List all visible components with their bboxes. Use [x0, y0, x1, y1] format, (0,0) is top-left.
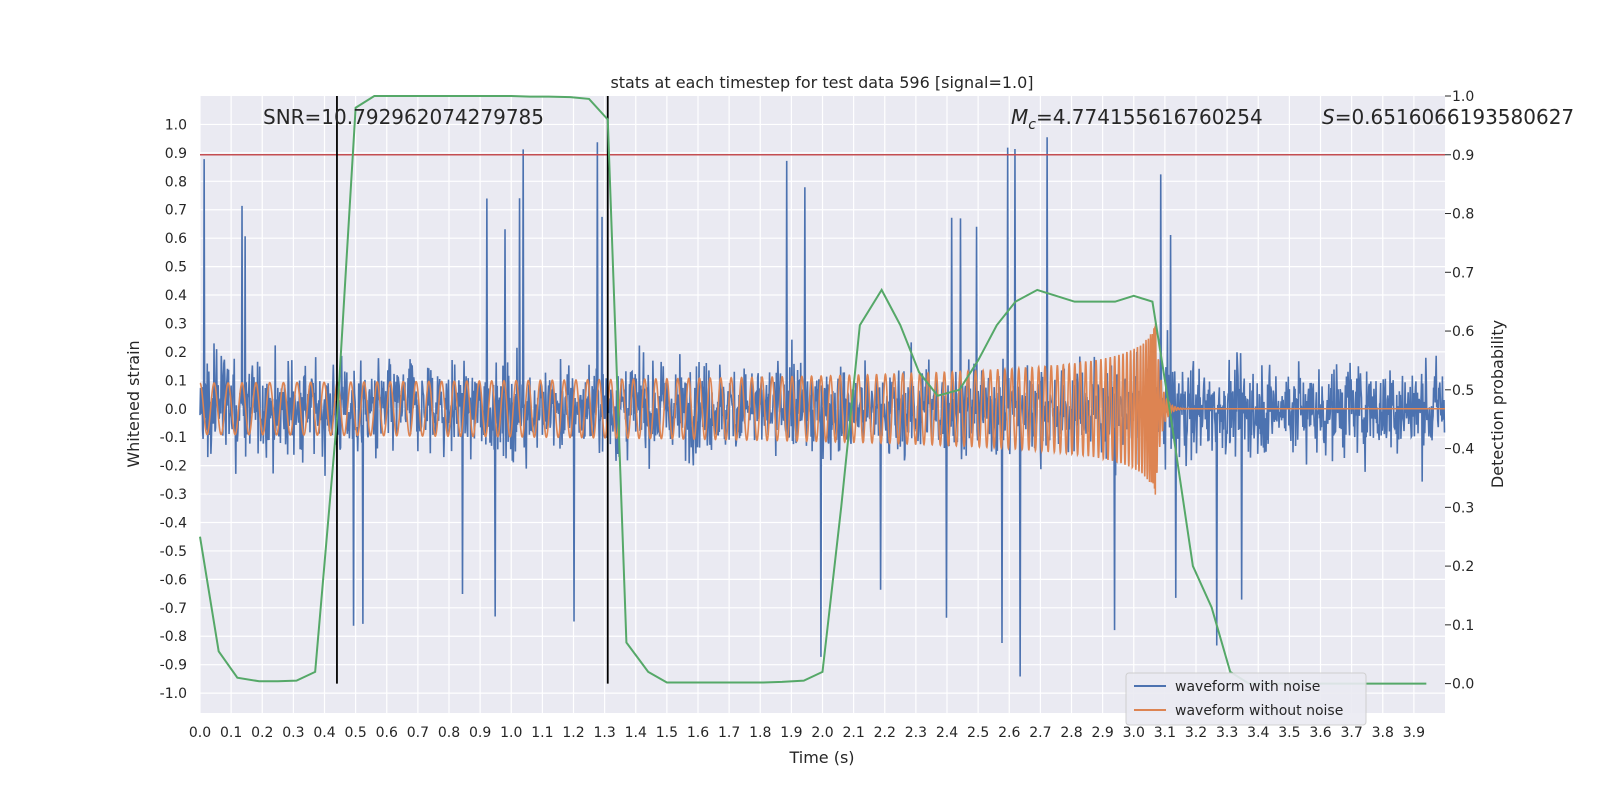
legend-box: [1125, 672, 1367, 726]
x-tick-label: 2.7: [1029, 725, 1051, 741]
y-right-tick-labels: 1.0 0.9 0.8 0.7 0.6 0.5 0.4 0.3 0.2 0.1 0.0: [1445, 89, 1474, 693]
x-tick-label: 1.1: [531, 725, 553, 741]
x-tick-label: 2.0: [811, 725, 833, 741]
y-left-tick-label: 0.4: [165, 288, 187, 304]
noise-waveform-line: [199, 137, 1446, 677]
legend-label-clean: waveform without noise: [1175, 703, 1343, 719]
y-left-tick-label: 0.0: [165, 402, 187, 418]
x-tick-label: 1.7: [718, 725, 740, 741]
y-right-tick-label: 0.0: [1452, 677, 1474, 693]
series-waveform-with-noise: [199, 137, 1446, 677]
y-left-axis-label: Whitened strain: [124, 340, 143, 467]
y-left-tick-label: -0.5: [160, 544, 187, 560]
x-tick-label: 3.6: [1309, 725, 1331, 741]
y-left-tick-label: 0.5: [165, 260, 187, 276]
legend-label-noise: waveform with noise: [1175, 679, 1320, 695]
y-left-tick-label: -0.1: [160, 430, 187, 446]
y-right-axis-label: Detection probability: [1488, 320, 1507, 488]
x-tick-label: 1.9: [780, 725, 802, 741]
x-tick-label: 1.6: [687, 725, 709, 741]
y-left-tick-label: -0.2: [160, 459, 187, 475]
series-waveform-without-noise: [199, 323, 1445, 495]
y-left-tick-label: 0.8: [165, 174, 187, 190]
y-left-tick-label: 0.7: [165, 203, 187, 219]
y-left-tick-label: -1.0: [160, 686, 187, 702]
x-tick-label: 0.4: [313, 725, 335, 741]
x-tick-label: 1.5: [656, 725, 678, 741]
y-left-tick-label: -0.8: [160, 629, 187, 645]
clean-waveform-line: [199, 323, 1445, 495]
series-detection-probability: [199, 95, 1427, 685]
y-right-tick-label: 0.9: [1452, 148, 1474, 164]
y-left-tick-label: 0.2: [165, 345, 187, 361]
y-left-tick-label: 1.0: [165, 117, 187, 133]
x-tick-label: 3.5: [1278, 725, 1300, 741]
x-tick-label: 2.2: [874, 725, 896, 741]
x-tick-labels: 0.0 0.1 0.2 0.3 0.4 0.5 0.6 0.7 0.8 0.9 1.0 1.1 1.2 1…: [189, 725, 1425, 741]
x-tick-label: 2.1: [842, 725, 864, 741]
y-right-tick-label: 0.1: [1452, 618, 1474, 634]
y-left-tick-label: -0.4: [160, 515, 187, 531]
x-tick-label: 3.8: [1372, 725, 1394, 741]
x-tick-label: 2.8: [1060, 725, 1082, 741]
y-left-tick-label: -0.3: [160, 487, 187, 503]
x-tick-label: 2.9: [1091, 725, 1113, 741]
x-tick-label: 0.5: [344, 725, 366, 741]
x-tick-label: 3.3: [1216, 725, 1238, 741]
y-right-tick-label: 0.5: [1452, 383, 1474, 399]
s-symbol: S: [1322, 105, 1335, 129]
chirp-mass-subscript: c: [1028, 117, 1036, 133]
x-tick-label: 0.0: [189, 725, 211, 741]
x-tick-label: 2.4: [936, 725, 958, 741]
y-left-tick-label: -0.7: [160, 601, 187, 617]
chirp-mass-annotation: Mc=4.774155616760254: [1011, 105, 1263, 133]
y-left-tick-labels: 1.0 0.9 0.8 0.7 0.6 0.5 0.4 0.3 0.2 0.1 0.0 -0.1 -0.…: [160, 117, 187, 702]
x-tick-label: 0.6: [376, 725, 398, 741]
y-right-tick-label: 0.2: [1452, 559, 1474, 575]
y-right-tick-label: 0.8: [1452, 207, 1474, 223]
x-tick-label: 3.9: [1403, 725, 1425, 741]
x-tick-label: 3.1: [1154, 725, 1176, 741]
x-tick-label: 0.9: [469, 725, 491, 741]
x-tick-label: 1.8: [749, 725, 771, 741]
x-tick-label: 0.8: [438, 725, 460, 741]
overlay-lines: [200, 96, 1445, 684]
x-tick-label: 2.3: [905, 725, 927, 741]
x-tick-label: 0.3: [282, 725, 304, 741]
y-left-tick-label: 0.6: [165, 231, 187, 247]
y-left-tick-label: -0.9: [160, 658, 187, 674]
x-tick-label: 3.7: [1340, 725, 1362, 741]
y-left-tick-label: 0.9: [165, 146, 187, 162]
x-tick-label: 3.4: [1247, 725, 1269, 741]
x-tick-label: 1.4: [625, 725, 647, 741]
x-tick-label: 1.0: [500, 725, 522, 741]
x-tick-label: 1.3: [593, 725, 615, 741]
y-left-tick-label: -0.6: [160, 572, 187, 588]
y-right-tick-label: 1.0: [1452, 89, 1474, 105]
x-tick-label: 0.1: [220, 725, 242, 741]
y-left-tick-label: 0.3: [165, 316, 187, 332]
chart-title: stats at each timestep for test data 596…: [610, 73, 1033, 92]
legend: waveform with noise waveform without noi…: [1125, 672, 1367, 726]
snr-annotation: SNR=10.792962074279785: [263, 105, 544, 129]
chirp-mass-symbol: M: [1011, 105, 1028, 129]
y-right-tick-label: 0.6: [1452, 324, 1474, 340]
x-tick-label: 1.2: [562, 725, 584, 741]
x-tick-label: 0.7: [407, 725, 429, 741]
y-right-tick-label: 0.4: [1452, 442, 1474, 458]
s-value: =0.6516066193580627: [1335, 105, 1574, 129]
y-left-tick-label: 0.1: [165, 373, 187, 389]
s-annotation: S=0.6516066193580627: [1322, 105, 1574, 129]
x-tick-label: 3.2: [1185, 725, 1207, 741]
x-axis-label: Time (s): [788, 748, 854, 767]
chirp-mass-value: =4.774155616760254: [1036, 105, 1263, 129]
y-right-tick-label: 0.3: [1452, 500, 1474, 516]
x-tick-label: 2.5: [967, 725, 989, 741]
y-right-tick-label: 0.7: [1452, 265, 1474, 281]
x-tick-label: 3.0: [1123, 725, 1145, 741]
detection-probability-line: [199, 95, 1427, 685]
x-tick-label: 2.6: [998, 725, 1020, 741]
x-tick-label: 0.2: [251, 725, 273, 741]
